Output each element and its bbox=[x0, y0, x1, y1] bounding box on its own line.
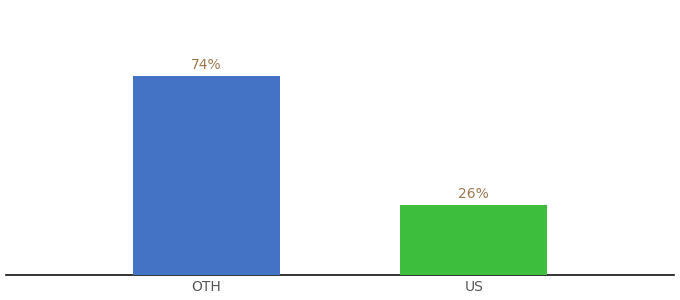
Bar bbox=[401, 205, 547, 275]
Bar bbox=[133, 76, 279, 275]
Text: 26%: 26% bbox=[458, 187, 489, 201]
Text: 74%: 74% bbox=[191, 58, 222, 71]
